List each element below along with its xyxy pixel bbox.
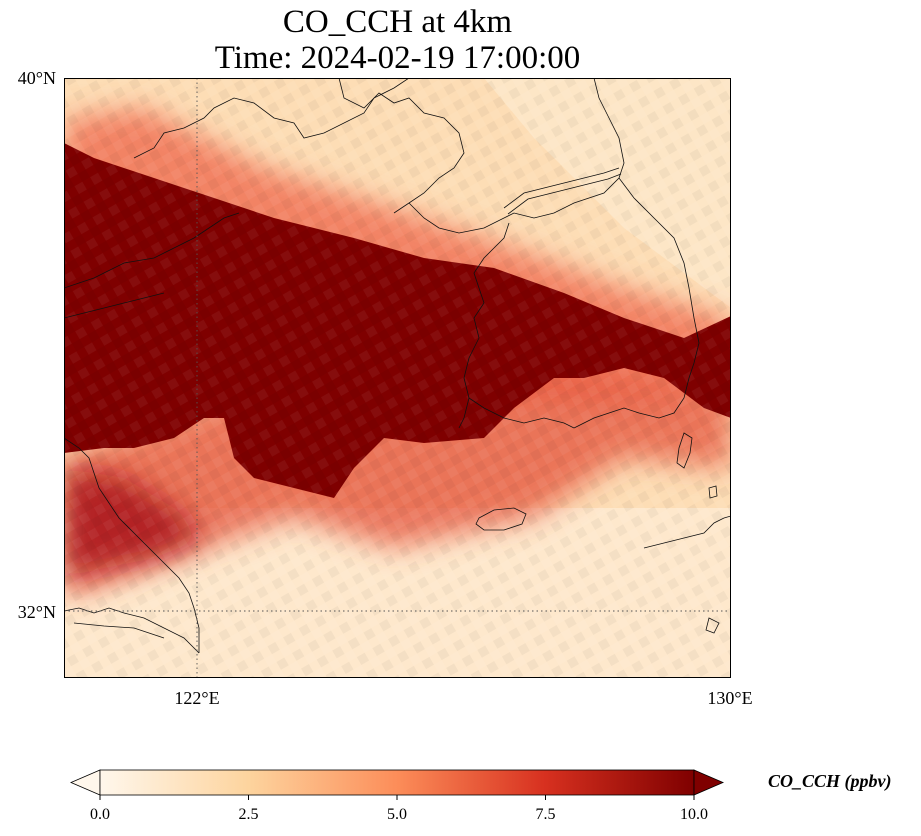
coastlines (64, 78, 731, 654)
colorbar-tick-label: 0.0 (90, 806, 110, 823)
colorbar-extend-high (693, 769, 725, 796)
colorbar-tick-label: 10.0 (680, 806, 708, 823)
colorbar-tick-label: 7.5 (535, 806, 556, 823)
lat-label-40n: 40°N (17, 68, 56, 88)
lon-label-122e: 122°E (174, 688, 220, 708)
title-line-1: CO_CCH at 4km (282, 4, 513, 40)
title-line-2: Time: 2024-02-19 17:00:00 (214, 40, 581, 76)
colorbar-ticks (99, 795, 695, 800)
colorbar-tick-label: 5.0 (387, 806, 407, 823)
colorbar-tick-label: 2.5 (238, 806, 259, 823)
colorbar-label: CO_CCH (ppbv) (768, 771, 892, 791)
pixel-texture (64, 78, 731, 678)
gridlines (64, 78, 731, 678)
concentration-map (64, 78, 731, 678)
lon-label-130e: 130°E (707, 688, 753, 708)
map-frame (64, 78, 731, 678)
map-title: CO_CCH at 4km Time: 2024-02-19 17:00:00 (64, 4, 731, 76)
colorbar-extend-low (70, 769, 101, 796)
colorbar (70, 769, 725, 800)
lat-label-32n: 32°N (17, 602, 56, 622)
colorbar-gradient (99, 769, 695, 796)
